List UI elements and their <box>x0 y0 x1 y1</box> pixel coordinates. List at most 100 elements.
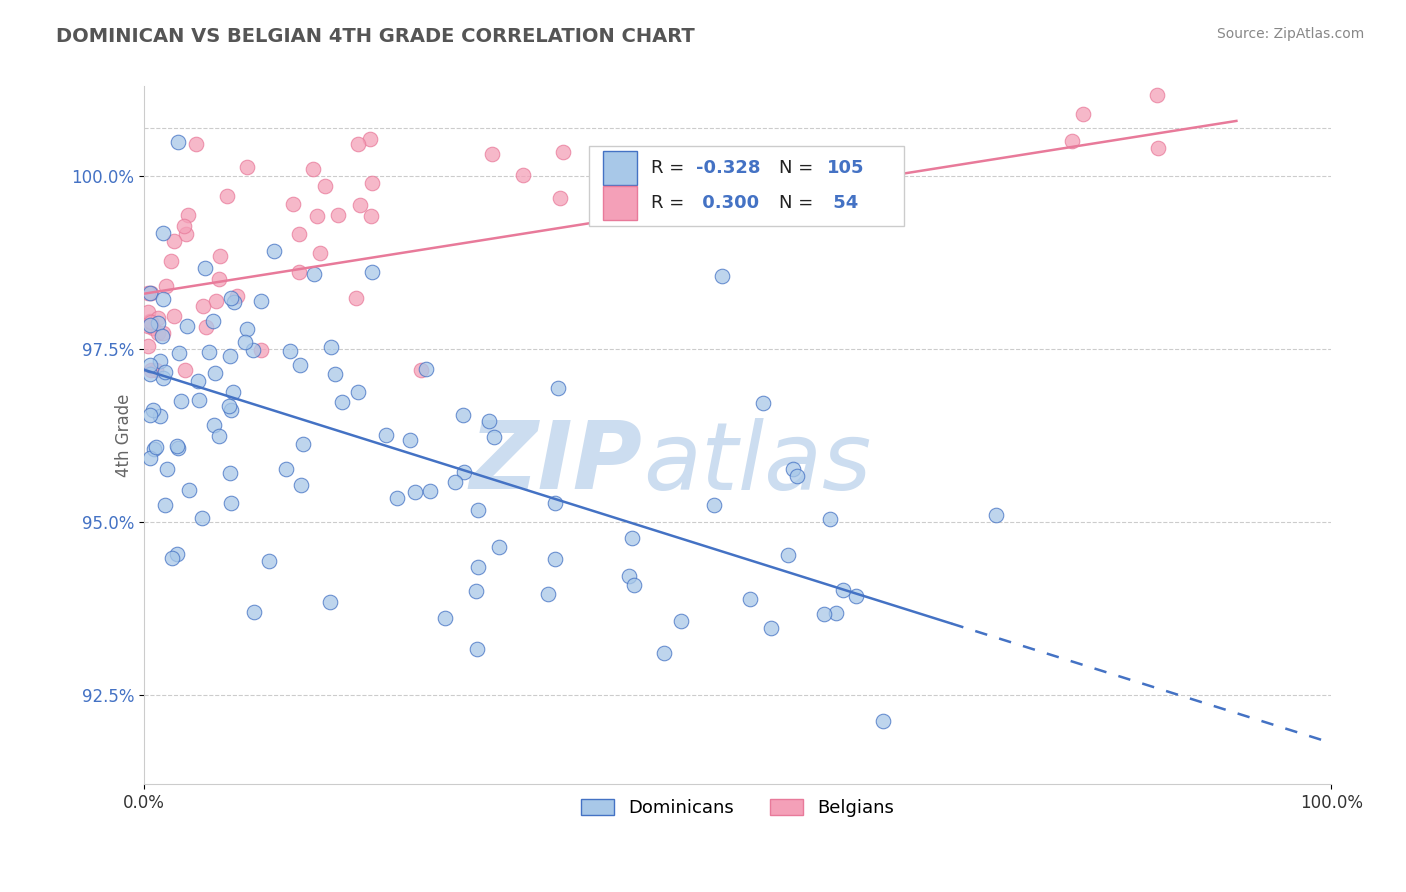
Point <box>242 606 264 620</box>
Point <box>782 461 804 475</box>
Point <box>478 414 501 428</box>
Point <box>226 289 249 303</box>
Point <box>219 402 242 417</box>
Point <box>302 162 325 177</box>
Point <box>288 265 311 279</box>
Point <box>344 291 367 305</box>
Text: R =: R = <box>651 159 690 177</box>
Point <box>330 394 353 409</box>
Point <box>139 318 162 332</box>
Point <box>349 198 371 212</box>
Point <box>142 402 165 417</box>
Point <box>302 267 325 281</box>
Point <box>467 503 489 517</box>
Point <box>288 227 311 242</box>
Point <box>242 343 264 357</box>
Point <box>1071 107 1094 121</box>
Point <box>544 551 567 566</box>
Point <box>451 409 474 423</box>
Point <box>551 145 574 160</box>
Point <box>233 335 256 350</box>
Point <box>419 483 441 498</box>
Point <box>512 168 534 182</box>
Point <box>278 343 301 358</box>
Point <box>536 587 558 601</box>
Point <box>820 512 842 526</box>
Text: N =: N = <box>779 194 820 212</box>
Point <box>148 311 170 326</box>
Bar <box>603 152 637 185</box>
Point <box>360 176 382 190</box>
Point <box>825 606 848 620</box>
Point <box>415 361 437 376</box>
Point <box>481 147 503 161</box>
Point <box>149 354 172 368</box>
Point <box>281 197 304 211</box>
Text: atlas: atlas <box>643 417 870 508</box>
Point <box>167 441 190 455</box>
Point <box>761 621 783 635</box>
Point <box>292 437 315 451</box>
Point <box>162 550 184 565</box>
Point <box>136 318 159 333</box>
Point <box>219 496 242 510</box>
Point <box>152 292 174 306</box>
Point <box>177 208 200 222</box>
Point <box>831 583 853 598</box>
Point <box>236 322 259 336</box>
Point <box>274 462 297 476</box>
Point <box>222 295 245 310</box>
Point <box>193 299 215 313</box>
Point <box>167 135 190 149</box>
Point <box>146 326 169 340</box>
Point <box>184 136 207 151</box>
Point <box>263 244 285 258</box>
Point <box>139 286 162 301</box>
Point <box>250 294 273 309</box>
Point <box>136 339 159 353</box>
Point <box>145 440 167 454</box>
Point <box>155 279 177 293</box>
Point <box>482 430 505 444</box>
Point <box>346 137 368 152</box>
Point <box>173 219 195 234</box>
Point <box>215 189 238 203</box>
Y-axis label: 4th Grade: 4th Grade <box>115 393 132 477</box>
Point <box>319 595 342 609</box>
Point <box>360 209 382 223</box>
Point <box>323 368 346 382</box>
Point <box>202 418 225 433</box>
Point <box>375 428 398 442</box>
Point <box>204 367 226 381</box>
Point <box>152 226 174 240</box>
Point <box>208 271 231 285</box>
Point <box>385 491 408 505</box>
Point <box>218 349 240 363</box>
Point <box>188 392 211 407</box>
Point <box>319 340 342 354</box>
Point <box>288 358 311 372</box>
Point <box>314 178 336 193</box>
Point <box>219 291 242 305</box>
Point <box>409 363 432 377</box>
Point <box>308 246 330 260</box>
Bar <box>589 145 904 226</box>
Point <box>347 384 370 399</box>
Text: R =: R = <box>651 194 690 212</box>
Point <box>453 465 475 479</box>
Point <box>177 483 200 497</box>
Point <box>139 315 162 329</box>
Point <box>738 592 761 607</box>
Point <box>620 531 643 545</box>
Point <box>703 498 725 512</box>
Point <box>174 227 197 241</box>
Point <box>209 249 232 263</box>
Point <box>142 321 165 335</box>
Point <box>153 499 176 513</box>
Point <box>872 714 894 728</box>
Point <box>139 313 162 327</box>
Point <box>169 345 191 359</box>
Point <box>166 547 188 561</box>
Point <box>159 254 181 268</box>
Point <box>194 261 217 276</box>
